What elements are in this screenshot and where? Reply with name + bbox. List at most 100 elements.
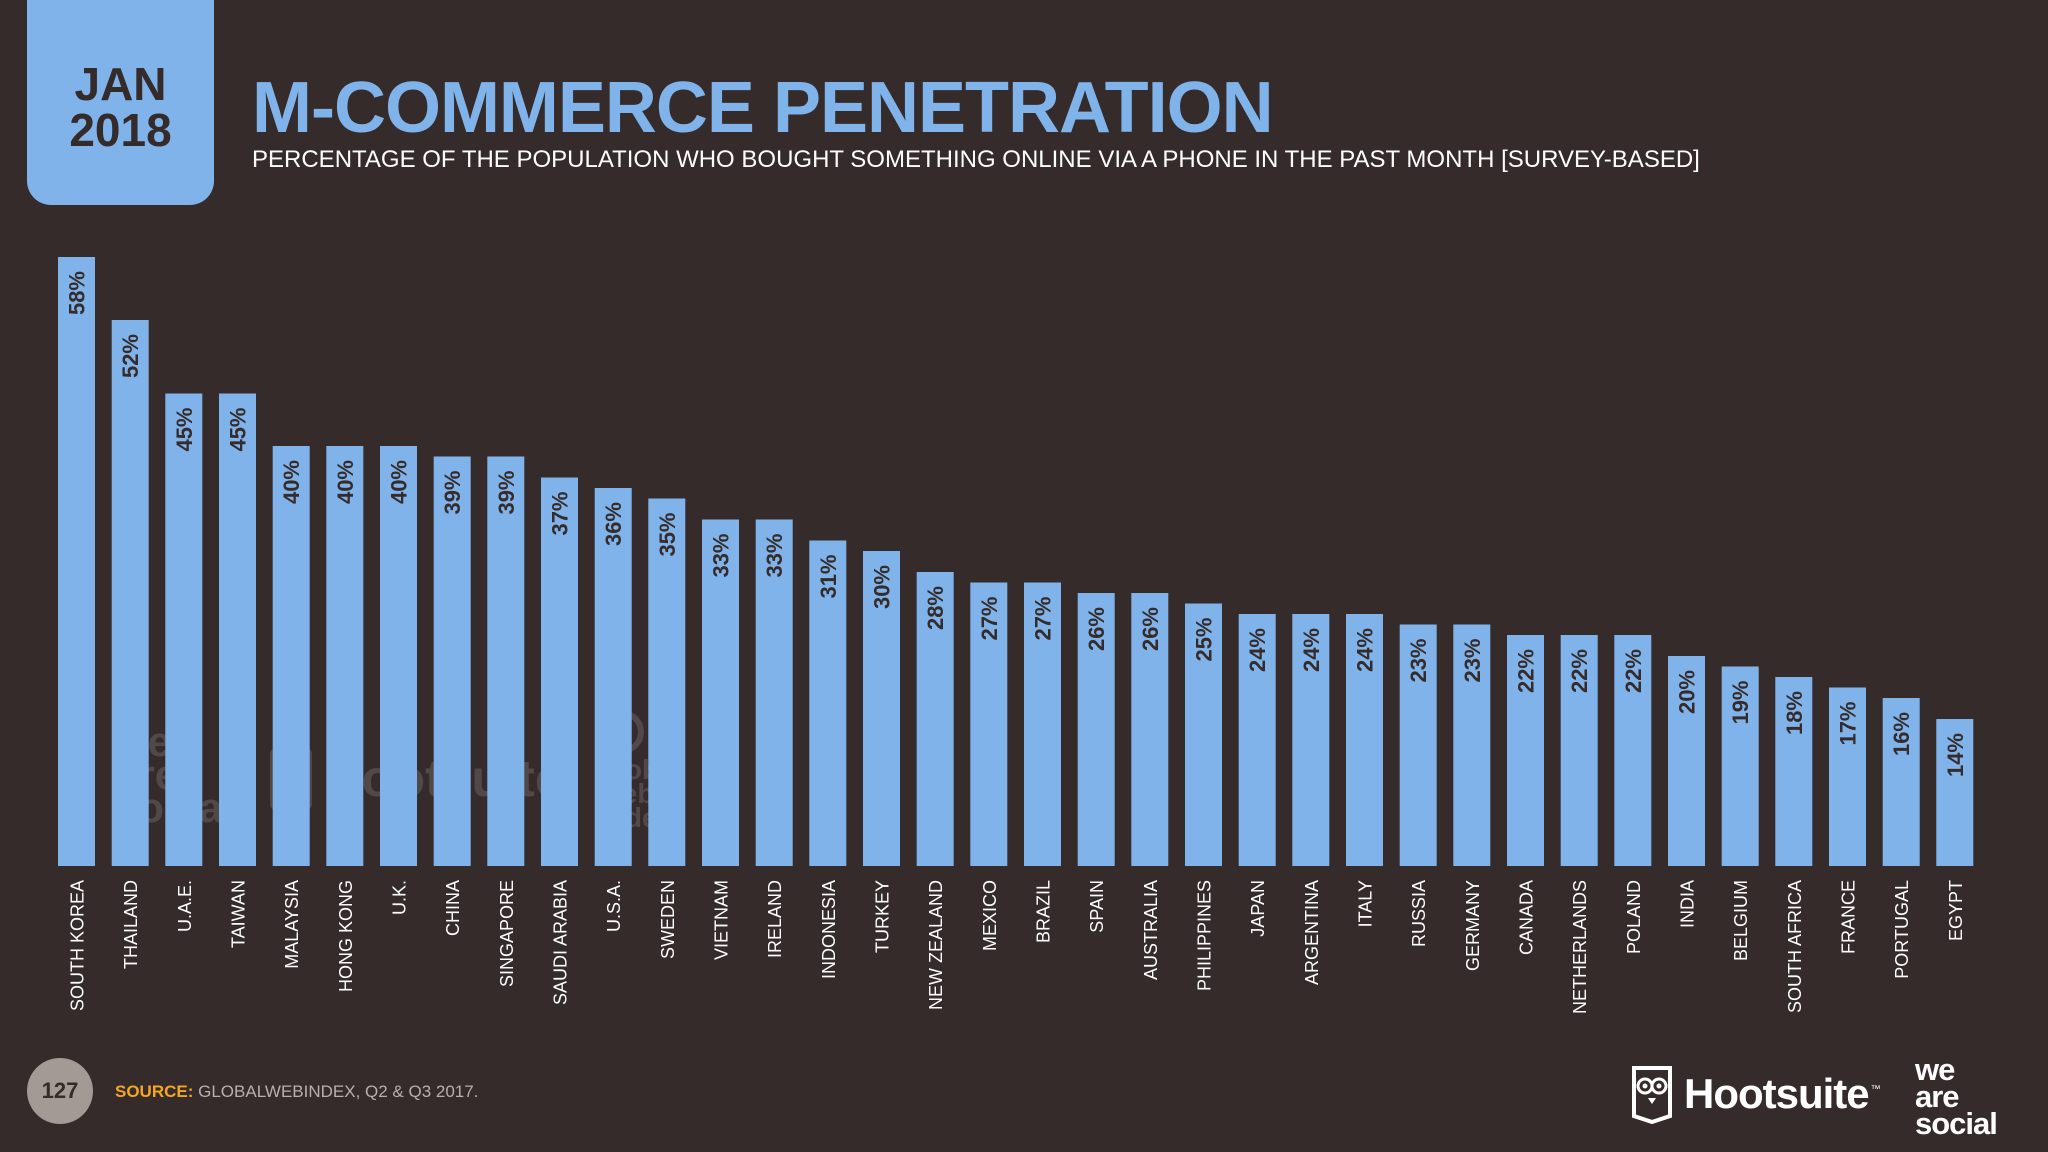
category-label-portugal: PORTUGAL [1892, 880, 1912, 979]
category-label-u-a-e: U.A.E. [175, 880, 195, 932]
category-label-belgium: BELGIUM [1731, 880, 1751, 961]
bar-mexico [970, 582, 1008, 866]
category-label-argentina: ARGENTINA [1302, 880, 1322, 985]
category-label-mexico: MEXICO [980, 880, 1000, 951]
category-label-russia: RUSSIA [1409, 880, 1429, 947]
bar-thailand [111, 320, 149, 866]
category-label-saudi-arabia: SAUDI ARABIA [551, 880, 571, 1005]
category-label-spain: SPAIN [1087, 880, 1107, 933]
bar-saudi-arabia [541, 477, 578, 866]
category-label-japan: JAPAN [1248, 880, 1268, 937]
value-label-new-zealand: 28% [923, 586, 948, 630]
bar-india [1668, 656, 1705, 866]
category-label-egypt: EGYPT [1946, 880, 1966, 941]
category-label-turkey: TURKEY [873, 880, 893, 953]
category-label-taiwan: TAIWAN [229, 880, 249, 948]
bar-france [1829, 687, 1866, 866]
bar-poland [1614, 635, 1652, 866]
we-are-social-logo: we are social [1915, 1052, 1998, 1141]
bar-south-korea [58, 257, 95, 866]
bar-taiwan [219, 393, 256, 866]
category-label-philippines: PHILIPPINES [1195, 880, 1215, 991]
value-label-argentina: 24% [1299, 628, 1324, 672]
category-label-germany: GERMANY [1463, 880, 1483, 971]
source-text: GLOBALWEBINDEX, Q2 & Q3 2017. [193, 1082, 479, 1101]
category-label-vietnam: VIETNAM [712, 880, 732, 960]
value-label-brazil: 27% [1031, 597, 1056, 641]
page-subtitle: PERCENTAGE OF THE POPULATION WHO BOUGHT … [252, 146, 1700, 173]
value-label-italy: 24% [1353, 628, 1378, 672]
category-label-italy: ITALY [1356, 880, 1376, 927]
bar-chart: 58% SOUTH KOREA 52% THAILAND 45% U.A.E. 45% TAI… [58, 257, 1974, 1014]
value-label-thailand: 52% [118, 334, 143, 378]
bar-australia [1131, 593, 1169, 866]
value-label-spain: 26% [1084, 607, 1109, 651]
bar-egypt [1936, 719, 1974, 866]
source-label: SOURCE: [115, 1082, 194, 1101]
value-label-u-s-a: 36% [601, 502, 626, 546]
category-label-india: INDIA [1678, 880, 1698, 928]
value-label-u-k: 40% [387, 460, 412, 504]
hootsuite-tm: ™ [1870, 1084, 1881, 1095]
value-label-taiwan: 45% [226, 408, 251, 452]
category-label-south-africa: SOUTH AFRICA [1785, 880, 1805, 1013]
value-label-india: 20% [1675, 670, 1700, 714]
category-label-new-zealand: NEW ZEALAND [926, 880, 946, 1010]
bar-indonesia [809, 540, 847, 866]
category-label-south-korea: SOUTH KOREA [68, 880, 88, 1011]
date-year: 2018 [69, 103, 172, 156]
value-label-sweden: 35% [655, 513, 680, 557]
bar-philippines [1185, 603, 1222, 866]
hootsuite-wordmark: Hootsuite [1684, 1070, 1870, 1117]
value-label-south-korea: 58% [65, 271, 90, 315]
bar-u-a-e [165, 393, 203, 866]
value-label-mexico: 27% [977, 597, 1002, 641]
bar-south-africa [1775, 677, 1813, 866]
bar-malaysia [272, 446, 310, 866]
category-label-hong-kong: HONG KONG [336, 880, 356, 992]
page-number-badge: 127 [27, 1058, 93, 1124]
bar-netherlands [1560, 635, 1598, 866]
value-label-china: 39% [440, 471, 465, 515]
value-label-indonesia: 31% [816, 555, 841, 599]
category-label-poland: POLAND [1624, 880, 1644, 954]
bar-germany [1453, 624, 1491, 866]
bar-hong-kong [326, 446, 364, 866]
bar-u-s-a [594, 488, 632, 866]
category-label-brazil: BRAZIL [1034, 880, 1054, 943]
category-label-canada: CANADA [1517, 880, 1537, 955]
category-label-u-k: U.K. [390, 880, 410, 915]
value-label-portugal: 16% [1889, 712, 1914, 756]
value-label-russia: 23% [1406, 639, 1431, 683]
bar-singapore [487, 456, 525, 866]
value-label-netherlands: 22% [1567, 649, 1592, 693]
bar-belgium [1721, 666, 1759, 866]
value-label-south-africa: 18% [1782, 691, 1807, 735]
bar-vietnam [702, 519, 739, 866]
date-month: JAN [74, 57, 167, 110]
bar-argentina [1292, 614, 1330, 866]
bar-brazil [1024, 582, 1061, 866]
value-label-hong-kong: 40% [333, 460, 358, 504]
value-label-japan: 24% [1245, 628, 1270, 672]
date-tab: JAN 2018 [27, 0, 214, 205]
bar-japan [1238, 614, 1276, 866]
value-label-poland: 22% [1621, 649, 1646, 693]
category-label-thailand: THAILAND [121, 880, 141, 969]
value-label-vietnam: 33% [709, 534, 734, 578]
value-label-france: 17% [1836, 702, 1861, 746]
category-label-france: FRANCE [1839, 880, 1859, 954]
category-label-u-s-a: U.S.A. [604, 880, 624, 932]
bar-turkey [863, 551, 900, 866]
bar-ireland [755, 519, 793, 866]
value-label-ireland: 33% [762, 534, 787, 578]
value-label-philippines: 25% [1192, 618, 1217, 662]
value-label-malaysia: 40% [279, 460, 304, 504]
value-label-germany: 23% [1460, 639, 1485, 683]
value-label-singapore: 39% [494, 471, 519, 515]
value-label-australia: 26% [1138, 607, 1163, 651]
category-label-netherlands: NETHERLANDS [1570, 880, 1590, 1014]
category-label-australia: AUSTRALIA [1141, 880, 1161, 980]
bar-sweden [648, 498, 686, 866]
value-label-saudi-arabia: 37% [548, 492, 573, 536]
